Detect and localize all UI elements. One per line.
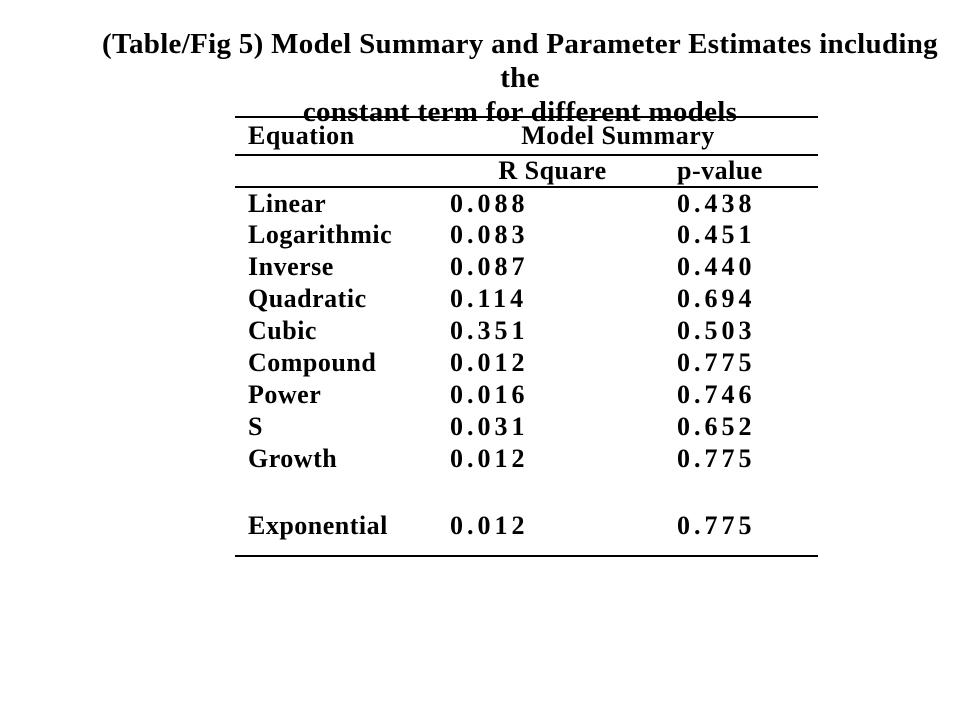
equation-cell: Inverse bbox=[248, 252, 334, 281]
p-value-cell: 0.694 bbox=[677, 284, 756, 313]
equation-cell: Compound bbox=[248, 348, 377, 377]
r-square-cell: 0.016 bbox=[450, 380, 529, 409]
table-row: S 0.031 0.652 bbox=[235, 411, 818, 443]
model-summary-table-wrap: Equation Model Summary R Square p-value … bbox=[235, 116, 818, 557]
r-square-cell: 0.088 bbox=[450, 188, 529, 218]
equation-cell: Growth bbox=[248, 444, 338, 473]
table-row: Cubic 0.351 0.503 bbox=[235, 315, 818, 347]
table-row: Exponential 0.012 0.775 bbox=[235, 475, 818, 556]
p-value-cell: 0.775 bbox=[677, 444, 756, 473]
r-square-cell: 0.012 bbox=[450, 348, 529, 377]
figure-title: (Table/Fig 5) Model Summary and Paramete… bbox=[80, 27, 960, 129]
sub-header-row: R Square p-value bbox=[235, 155, 818, 187]
blank-subheader-cell bbox=[235, 155, 440, 187]
equation-cell: Logarithmic bbox=[248, 220, 393, 249]
p-value-cell: 0.652 bbox=[677, 412, 756, 441]
r-square-cell: 0.012 bbox=[450, 511, 529, 540]
r-square-cell: 0.114 bbox=[450, 284, 528, 313]
table-body: Linear 0.088 0.438 Logarithmic 0.083 0.4… bbox=[235, 187, 818, 556]
equation-column-header: Equation bbox=[248, 121, 355, 150]
figure-title-line-1: (Table/Fig 5) Model Summary and Paramete… bbox=[102, 28, 938, 94]
p-value-cell: 0.775 bbox=[677, 511, 756, 540]
equation-cell: Exponential bbox=[248, 511, 388, 540]
r-square-cell: 0.083 bbox=[450, 220, 529, 249]
p-value-cell: 0.775 bbox=[677, 348, 756, 377]
r-square-cell: 0.351 bbox=[450, 316, 529, 345]
table-row: Logarithmic 0.083 0.451 bbox=[235, 219, 818, 251]
p-value-cell: 0.438 bbox=[677, 188, 756, 218]
equation-cell: Quadratic bbox=[248, 284, 367, 313]
p-value-column-header: p-value bbox=[677, 156, 763, 185]
r-square-cell: 0.087 bbox=[450, 252, 529, 281]
equation-cell: Linear bbox=[248, 188, 327, 218]
model-summary-group-header: Model Summary bbox=[521, 121, 715, 150]
equation-cell: S bbox=[248, 412, 263, 441]
table-head: Equation Model Summary R Square p-value bbox=[235, 117, 818, 187]
r-square-cell: 0.031 bbox=[450, 412, 529, 441]
table-row: Growth 0.012 0.775 bbox=[235, 443, 818, 475]
p-value-cell: 0.451 bbox=[677, 220, 756, 249]
table-row: Linear 0.088 0.438 bbox=[235, 187, 818, 219]
table-row: Quadratic 0.114 0.694 bbox=[235, 283, 818, 315]
p-value-cell: 0.746 bbox=[677, 380, 756, 409]
figure-title-line-2: constant term for different models bbox=[302, 96, 738, 128]
equation-cell: Power bbox=[248, 380, 322, 409]
equation-cell: Cubic bbox=[248, 316, 317, 345]
p-value-cell: 0.503 bbox=[677, 316, 756, 345]
model-summary-table: Equation Model Summary R Square p-value … bbox=[235, 116, 818, 557]
table-row: Compound 0.012 0.775 bbox=[235, 347, 818, 379]
r-square-cell: 0.012 bbox=[450, 444, 529, 473]
table-row: Inverse 0.087 0.440 bbox=[235, 251, 818, 283]
group-header-row: Equation Model Summary bbox=[235, 117, 818, 155]
p-value-cell: 0.440 bbox=[677, 252, 756, 281]
r-square-column-header: R Square bbox=[498, 156, 607, 185]
table-row: Power 0.016 0.746 bbox=[235, 379, 818, 411]
